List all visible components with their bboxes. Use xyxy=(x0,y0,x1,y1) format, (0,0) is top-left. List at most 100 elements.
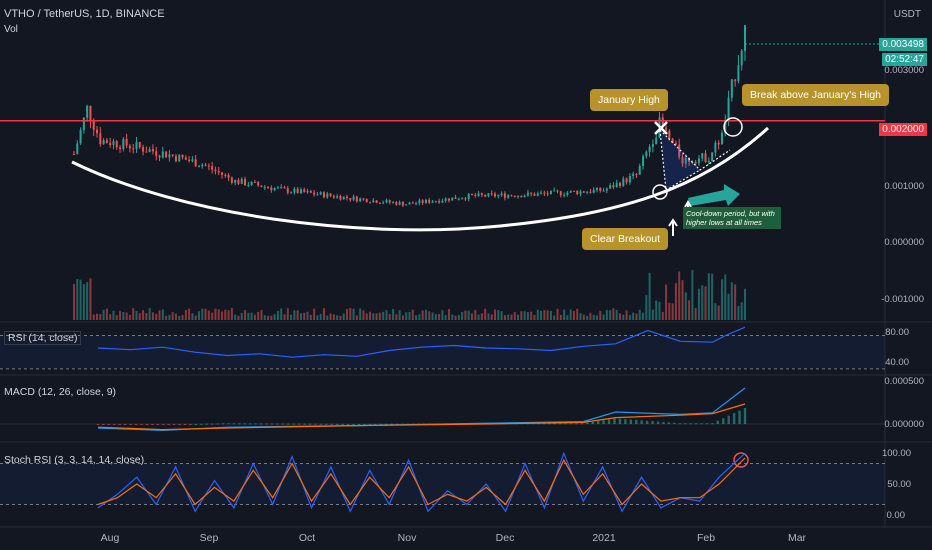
candle-body xyxy=(628,176,631,183)
macd-histogram-bar xyxy=(558,423,562,425)
volume-bar xyxy=(457,315,460,320)
macd-histogram-bar xyxy=(325,423,328,425)
time-tick: Sep xyxy=(199,532,219,544)
volume-bar xyxy=(536,309,539,320)
volume-bar xyxy=(599,310,602,320)
macd-histogram-bar xyxy=(145,424,149,425)
price-unit-label[interactable]: USDT xyxy=(893,9,921,20)
volume-bar xyxy=(99,314,102,320)
macd-histogram-bar xyxy=(607,419,611,424)
candle-body xyxy=(313,192,316,195)
indicator-line xyxy=(97,326,746,358)
time-tick: Aug xyxy=(100,532,120,544)
volume-bar xyxy=(707,273,710,320)
candle-body xyxy=(612,185,615,188)
breakout-circle xyxy=(723,117,743,137)
volume-bar xyxy=(665,284,668,320)
breakout-circle xyxy=(652,184,668,200)
volume-bar xyxy=(194,315,197,320)
stoch-circle xyxy=(733,452,749,468)
macd-histogram-bar xyxy=(194,423,198,425)
candle-body xyxy=(717,142,720,145)
candle-body xyxy=(73,153,75,155)
candle-body xyxy=(415,203,418,205)
macd-histogram-bar xyxy=(221,423,225,425)
candle-body xyxy=(257,182,260,186)
candle-body xyxy=(237,179,240,184)
macd-label[interactable]: MACD (12, 26, close, 9) xyxy=(4,386,117,398)
macd-histogram-bar xyxy=(379,423,382,425)
candle-body xyxy=(276,187,279,189)
candle-body xyxy=(510,195,513,197)
volume-bar xyxy=(171,312,174,320)
candle-body xyxy=(553,190,556,192)
macd-histogram-bar xyxy=(635,419,638,424)
stoch-tick: 50.00 xyxy=(887,479,911,490)
macd-histogram-bar xyxy=(140,424,143,425)
candle-body xyxy=(533,193,536,196)
macd-histogram-bar xyxy=(227,423,230,425)
volume-bar xyxy=(276,310,279,320)
volume-bar xyxy=(217,309,220,320)
macd-histogram-bar xyxy=(678,423,681,425)
volume-bar xyxy=(697,288,700,320)
candle-body xyxy=(280,187,283,189)
volume-bar xyxy=(257,311,260,320)
volume-bar xyxy=(688,300,691,320)
candle-body xyxy=(260,185,263,188)
macd-histogram-bar xyxy=(183,424,187,425)
candle-body xyxy=(332,195,335,198)
candle-body xyxy=(451,197,454,201)
macd-histogram-bar xyxy=(363,423,366,425)
candle-body xyxy=(290,192,293,194)
candle-body xyxy=(474,195,477,197)
volume-bar xyxy=(322,308,325,320)
volume-bar xyxy=(119,310,122,320)
candle-body xyxy=(490,193,493,195)
macd-histogram-bar xyxy=(597,420,600,424)
symbol-title[interactable]: VTHO / TetherUS, 1D, BINANCE xyxy=(4,8,165,20)
volume-bar xyxy=(678,271,681,320)
candle-body xyxy=(346,196,349,199)
candle-body xyxy=(79,130,82,144)
candle-body xyxy=(444,198,447,201)
candle-body xyxy=(401,202,404,206)
candle-body xyxy=(76,143,79,155)
macd-histogram-bar xyxy=(178,424,181,425)
macd-histogram-bar xyxy=(189,424,192,425)
rsi-label[interactable]: RSI (14, close) xyxy=(4,331,82,345)
candle-body xyxy=(204,164,207,166)
macd-histogram-bar xyxy=(602,420,605,424)
candle-body xyxy=(102,140,105,145)
candle-body xyxy=(319,192,322,195)
macd-histogram-bar xyxy=(297,423,301,425)
candle-body xyxy=(181,154,184,158)
volume-bar xyxy=(674,283,677,320)
volume-bar xyxy=(290,314,293,320)
stoch-label[interactable]: Stoch RSI (3, 3, 14, 14, close) xyxy=(4,454,145,466)
volume-bar xyxy=(582,314,585,320)
up-arrow-icon xyxy=(668,218,678,236)
candle-body xyxy=(635,173,638,175)
candle-body xyxy=(339,196,342,200)
candle-body xyxy=(678,144,681,158)
volume-bar xyxy=(109,314,112,320)
candle-body xyxy=(530,192,533,194)
candle-body xyxy=(221,172,224,175)
volume-bar xyxy=(520,311,523,320)
candle-body xyxy=(86,105,89,118)
candle-body xyxy=(434,200,437,202)
candle-body xyxy=(589,191,592,193)
volume-bar xyxy=(385,310,388,320)
volume-bar xyxy=(329,313,332,320)
volume-bar xyxy=(510,314,513,320)
volume-bar xyxy=(467,310,470,320)
macd-histogram-bar xyxy=(336,423,339,425)
candle-body xyxy=(467,193,470,200)
january-high-marker xyxy=(654,121,668,135)
candle-body xyxy=(424,199,427,203)
candle-body xyxy=(740,50,743,66)
volume-bar xyxy=(523,311,526,320)
candle-body xyxy=(145,151,148,153)
macd-histogram-bar xyxy=(200,423,203,425)
